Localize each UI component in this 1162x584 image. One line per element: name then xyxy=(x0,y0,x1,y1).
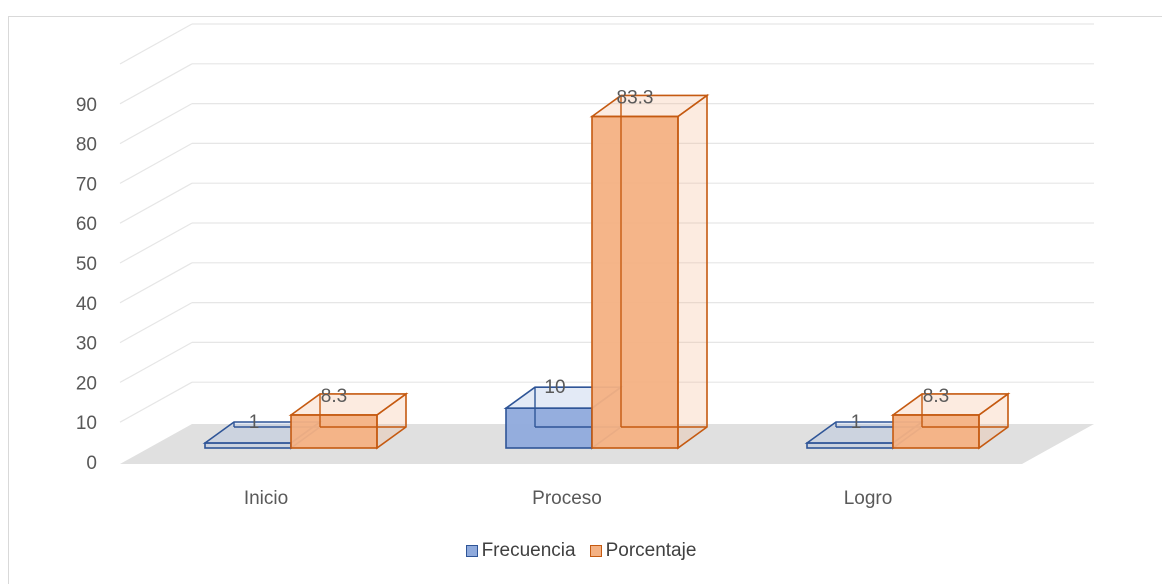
legend-swatch-frecuencia xyxy=(465,545,478,557)
x-axis-ticks: Inicio Proceso Logro xyxy=(244,488,892,509)
y-tick-label: 0 xyxy=(86,453,97,474)
data-label-porcentaje: 83.3 xyxy=(617,87,654,108)
legend-swatch-porcentaje xyxy=(589,545,602,557)
y-axis-ticks: 0 10 20 30 40 50 60 70 80 90 xyxy=(76,95,97,474)
data-label-frecuencia: 1 xyxy=(249,412,260,433)
y-tick-label: 80 xyxy=(76,135,97,156)
y-tick-label: 90 xyxy=(76,95,97,116)
gridline-side xyxy=(119,381,193,423)
bar-side xyxy=(677,93,708,450)
bar-porcentaje-inicio xyxy=(288,392,409,450)
y-tick-label: 10 xyxy=(76,413,97,434)
chart-frame xyxy=(8,16,1162,584)
legend-item-frecuencia: Frecuencia xyxy=(465,540,576,562)
data-label-porcentaje: 8.3 xyxy=(923,386,949,407)
y-tick-label: 70 xyxy=(76,174,97,195)
y-tick-label: 50 xyxy=(76,254,97,275)
bar-porcentaje-proceso xyxy=(589,93,710,450)
y-tick-label: 20 xyxy=(76,373,97,394)
gridline-side xyxy=(119,23,193,65)
gridline-side xyxy=(119,63,193,105)
gridline-side xyxy=(119,341,193,383)
x-tick-label: Proceso xyxy=(532,488,602,509)
bar-front xyxy=(290,414,378,449)
gridline-side xyxy=(119,142,193,184)
gridline-side xyxy=(119,302,193,344)
legend-item-porcentaje: Porcentaje xyxy=(589,540,697,562)
data-labels: 1 8.3 10 83.3 1 8.3 xyxy=(249,87,950,433)
bar-porcentaje-logro xyxy=(890,392,1011,450)
bars xyxy=(202,93,1011,450)
bar-front xyxy=(892,414,980,449)
legend: Frecuencia Porcentaje xyxy=(0,540,1162,562)
y-tick-label: 30 xyxy=(76,334,97,355)
bar-front xyxy=(591,115,679,449)
gridline-side xyxy=(119,262,193,304)
data-label-frecuencia: 10 xyxy=(544,377,565,398)
legend-label-frecuencia: Frecuencia xyxy=(481,540,576,561)
legend-label-porcentaje: Porcentaje xyxy=(605,540,697,561)
x-tick-label: Inicio xyxy=(244,488,288,509)
y-tick-label: 60 xyxy=(76,214,97,235)
data-label-porcentaje: 8.3 xyxy=(321,386,347,407)
x-tick-label: Logro xyxy=(844,488,893,509)
gridline-side xyxy=(119,182,193,224)
y-tick-label: 40 xyxy=(76,294,97,315)
data-label-frecuencia: 1 xyxy=(851,412,862,433)
gridline-side xyxy=(119,222,193,264)
bar-front xyxy=(505,407,593,449)
gridline-side xyxy=(119,103,193,145)
